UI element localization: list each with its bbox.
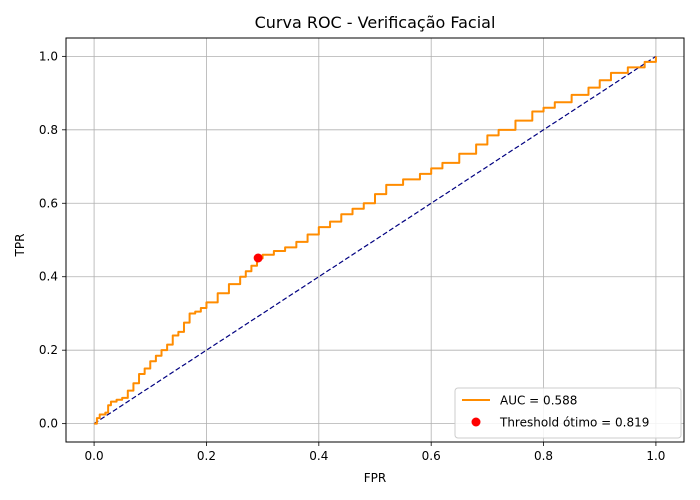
x-tick-label: 1.0 bbox=[646, 449, 665, 463]
roc-curve-line bbox=[94, 56, 657, 425]
plot-frame bbox=[65, 37, 685, 443]
chart-title: Curva ROC - Verificação Facial bbox=[255, 13, 496, 32]
x-tick-label: 0.0 bbox=[85, 449, 104, 463]
y-tick-label: 0.4 bbox=[39, 270, 58, 284]
x-tick-label: 0.4 bbox=[309, 449, 328, 463]
threshold-point bbox=[253, 253, 263, 263]
legend-threshold-swatch bbox=[471, 417, 481, 427]
y-tick-layer: 0.0 0.2 0.4 0.6 0.8 1.0 bbox=[39, 49, 66, 431]
x-tick-label: 0.2 bbox=[197, 449, 216, 463]
grid-layer bbox=[66, 38, 684, 442]
x-tick-layer: 0.0 0.2 0.4 0.6 0.8 1.0 bbox=[85, 442, 665, 463]
reference-diagonal-line bbox=[93, 55, 657, 425]
y-tick-label: 0.0 bbox=[39, 417, 58, 431]
y-tick-label: 1.0 bbox=[39, 49, 58, 63]
legend-roc-label: AUC = 0.588 bbox=[500, 394, 577, 408]
threshold-point-layer bbox=[253, 253, 263, 263]
reference-line-layer bbox=[93, 55, 657, 425]
legend-threshold-label: Threshold ótimo = 0.819 bbox=[499, 416, 649, 430]
x-tick-label: 0.8 bbox=[534, 449, 553, 463]
x-axis-label: FPR bbox=[364, 471, 386, 485]
y-axis-label: TPR bbox=[13, 234, 27, 258]
legend-box bbox=[454, 387, 682, 439]
y-tick-label: 0.6 bbox=[39, 196, 58, 210]
roc-line-layer bbox=[94, 56, 657, 425]
legend: AUC = 0.588 Threshold ótimo = 0.819 bbox=[454, 387, 682, 439]
y-tick-label: 0.8 bbox=[39, 123, 58, 137]
x-tick-label: 0.6 bbox=[422, 449, 441, 463]
y-tick-label: 0.2 bbox=[39, 343, 58, 357]
